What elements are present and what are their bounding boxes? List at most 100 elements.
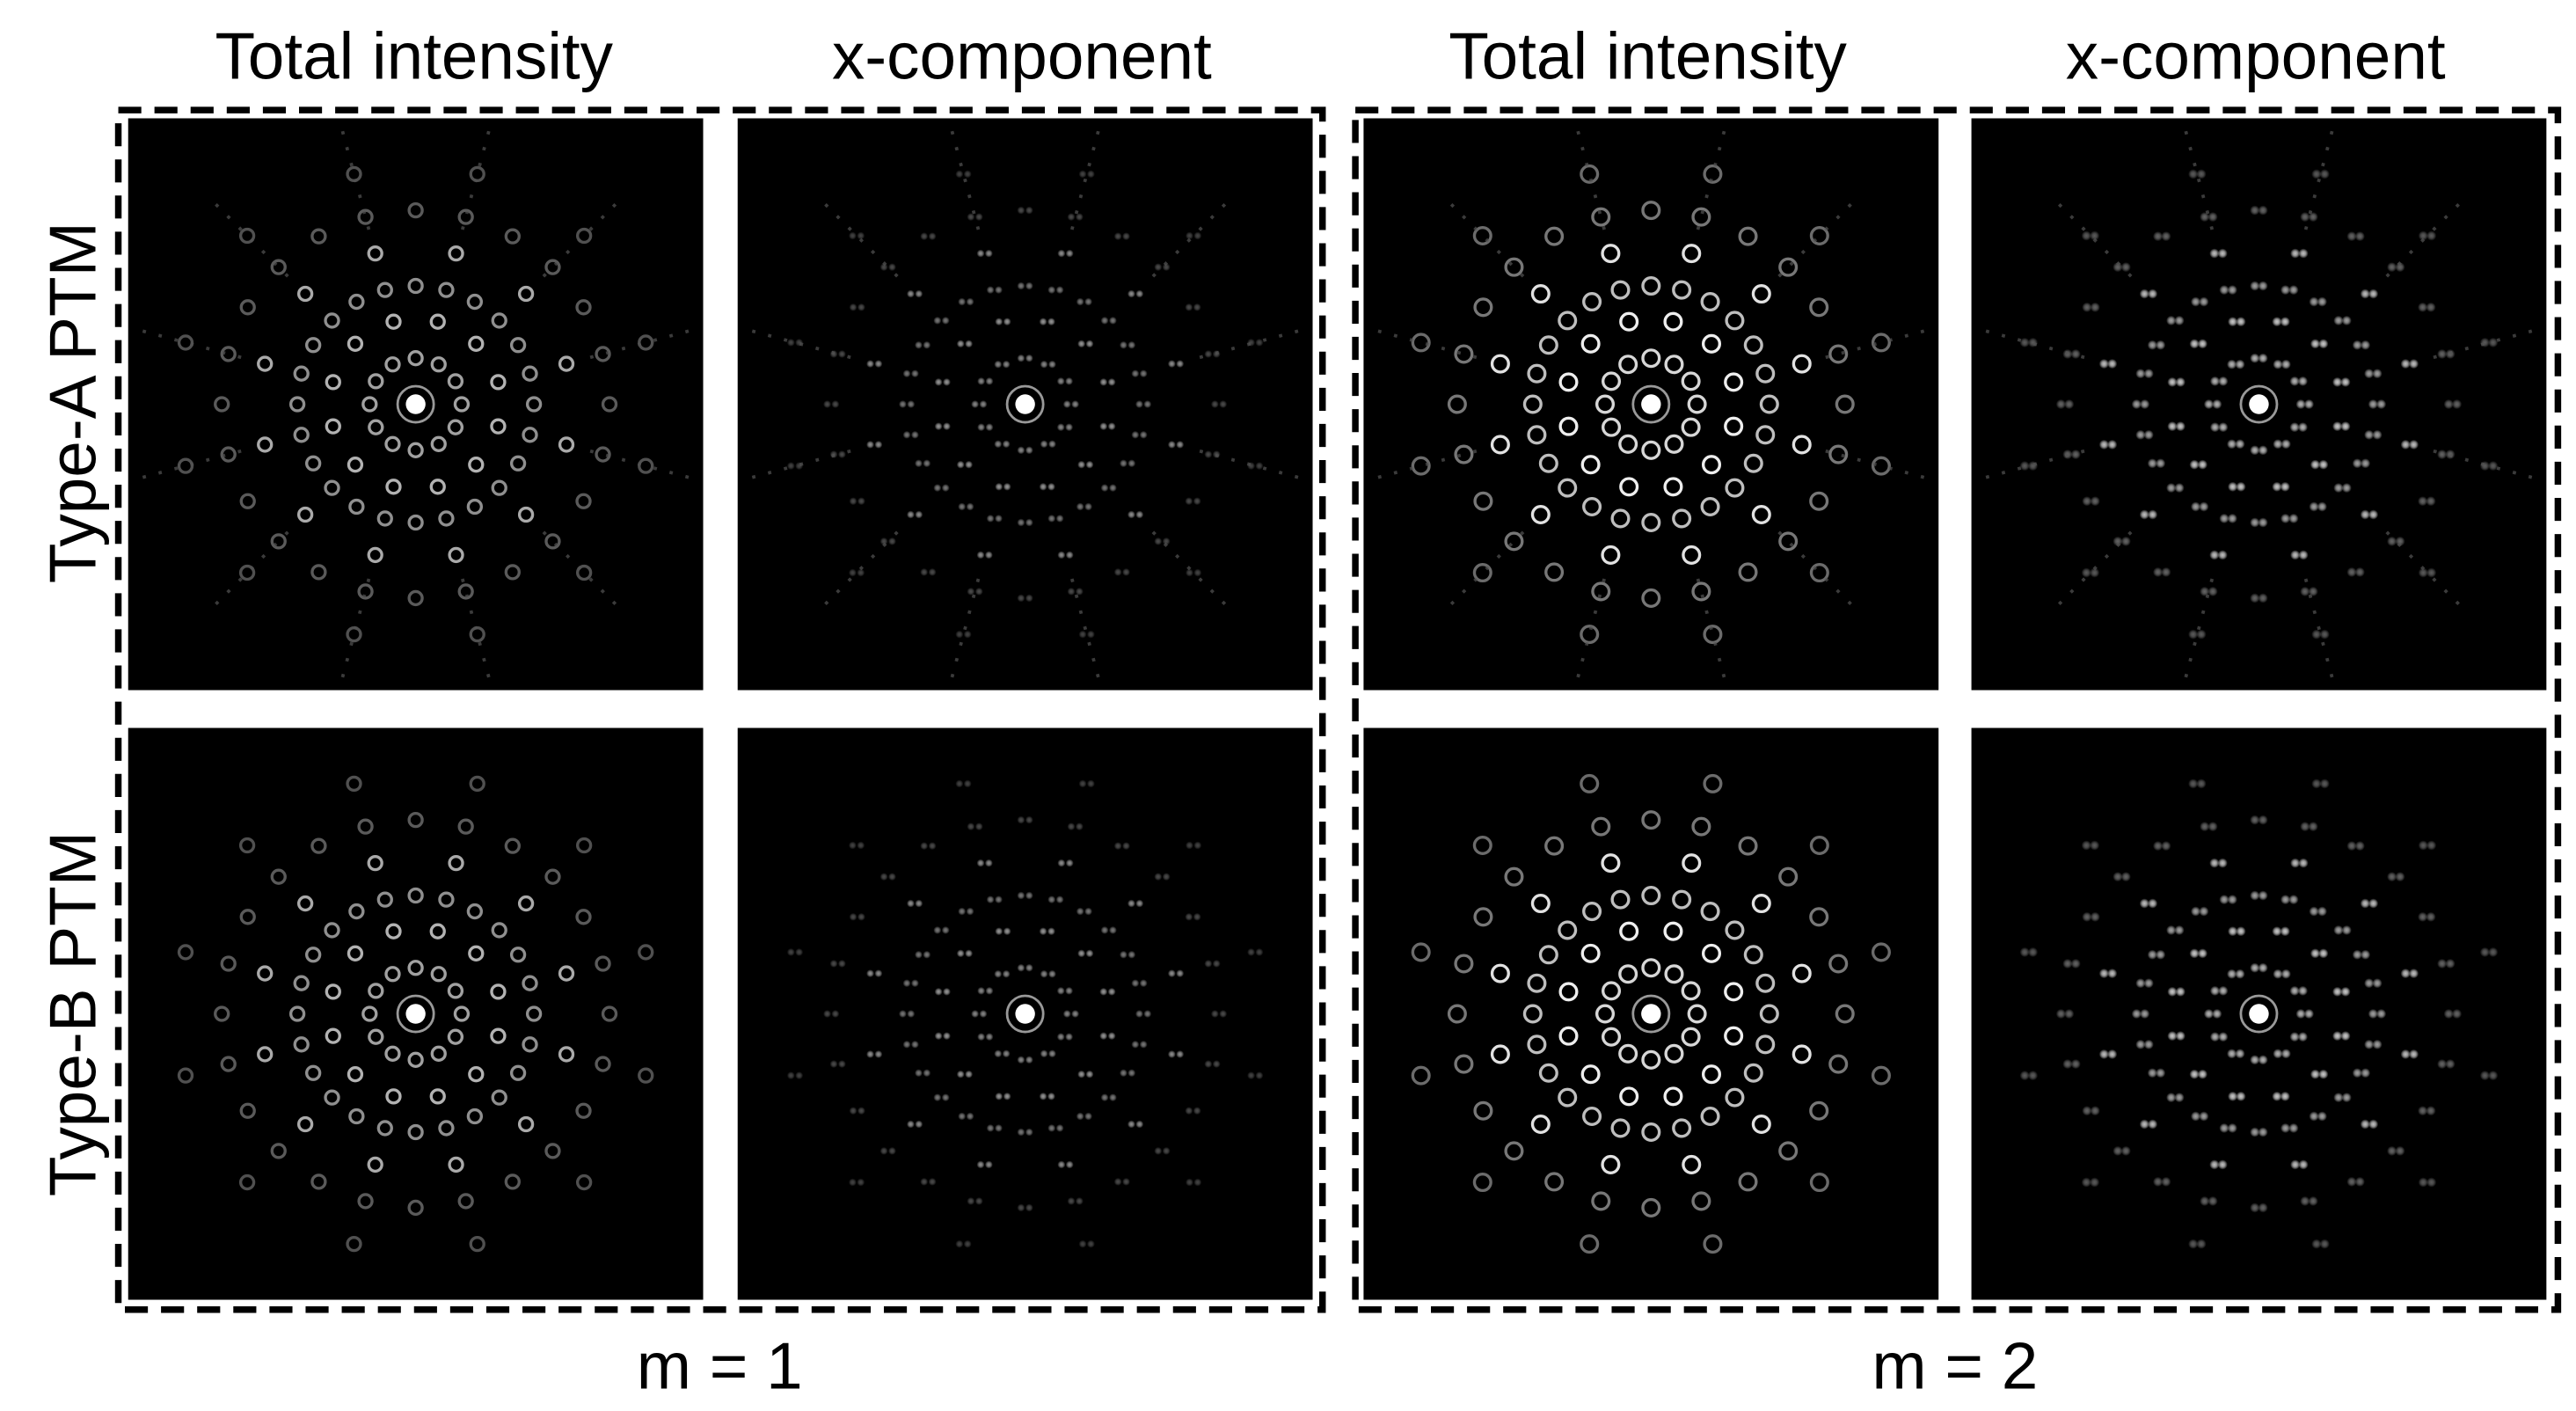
- spot: [1167, 1049, 1176, 1058]
- spot: [2258, 1203, 2268, 1213]
- spot: [2200, 822, 2210, 832]
- spot: [955, 1239, 964, 1248]
- spot: [1099, 987, 1108, 996]
- spot: [2479, 947, 2491, 958]
- spot: [2227, 1049, 2237, 1059]
- spot: [2250, 445, 2260, 456]
- spot: [1162, 263, 1171, 272]
- spot: [304, 455, 322, 472]
- spot: [1002, 440, 1011, 449]
- spot: [2319, 779, 2330, 789]
- spot: [558, 355, 575, 372]
- spot: [2188, 779, 2199, 789]
- spot: [1700, 292, 1720, 312]
- spot: [2437, 348, 2448, 360]
- spot: [2174, 315, 2185, 326]
- spot: [984, 249, 993, 258]
- spot: [2317, 1111, 2327, 1122]
- spot: [2387, 872, 2397, 882]
- spot: [2311, 629, 2322, 640]
- spot: [1700, 902, 1720, 922]
- spot: [2250, 205, 2260, 216]
- spot: [985, 986, 994, 995]
- spot: [1025, 354, 1033, 362]
- spot: [1003, 482, 1011, 491]
- spot: [979, 400, 988, 408]
- spot: [2426, 1106, 2436, 1116]
- arm: [821, 200, 899, 278]
- spot: [2387, 536, 2397, 546]
- spot: [1725, 1087, 1745, 1108]
- spot: [1100, 484, 1109, 493]
- diffraction-panel: [128, 727, 704, 1300]
- spot: [1504, 531, 1524, 552]
- spot: [2288, 285, 2299, 296]
- spot: [288, 396, 306, 413]
- spot: [923, 459, 931, 468]
- spot: [1056, 1033, 1065, 1042]
- spot: [1664, 355, 1684, 375]
- spot: [2332, 986, 2343, 997]
- spot: [1738, 836, 1758, 856]
- spot: [1122, 232, 1130, 241]
- spot: [1682, 244, 1702, 264]
- spot: [2217, 1159, 2228, 1170]
- spot: [976, 551, 985, 559]
- spot: [1113, 1177, 1122, 1186]
- spot: [2161, 231, 2171, 242]
- spot: [490, 418, 507, 435]
- spot: [429, 923, 446, 939]
- spot: [823, 1010, 832, 1019]
- spot: [966, 1112, 974, 1121]
- spot: [1530, 284, 1551, 304]
- spot: [837, 1060, 846, 1069]
- spot: [257, 965, 274, 982]
- spot: [1075, 822, 1084, 831]
- spot: [429, 1088, 446, 1105]
- spot: [1017, 963, 1025, 972]
- spot: [1558, 920, 1578, 940]
- spot: [2488, 461, 2499, 472]
- spot: [238, 227, 256, 245]
- spot: [346, 1235, 362, 1253]
- diffraction-panel: [737, 727, 1313, 1300]
- spot: [1618, 355, 1638, 375]
- spot: [469, 1235, 485, 1253]
- spot: [1522, 1004, 1543, 1024]
- spot: [1619, 1086, 1639, 1107]
- spot: [2250, 593, 2260, 603]
- spot: [1002, 969, 1011, 978]
- spot: [837, 959, 846, 968]
- spot: [407, 201, 424, 219]
- spot: [2156, 1068, 2166, 1078]
- spot: [2250, 890, 2260, 901]
- spot: [2310, 459, 2321, 470]
- spot: [1047, 440, 1056, 449]
- spot: [2488, 337, 2499, 348]
- spot: [2148, 289, 2158, 299]
- spot: [1075, 1196, 1084, 1205]
- spot: [2227, 513, 2237, 524]
- spot: [942, 377, 951, 386]
- spot: [971, 1010, 980, 1019]
- spot: [985, 377, 994, 385]
- spot: [2082, 1106, 2092, 1116]
- spot: [2120, 1145, 2131, 1156]
- spot: [2418, 496, 2428, 507]
- spot: [1113, 567, 1122, 576]
- spot: [517, 895, 535, 912]
- spot: [490, 983, 507, 1000]
- arm: [747, 449, 851, 480]
- spot: [915, 510, 923, 519]
- spot: [1055, 896, 1064, 904]
- spot: [1212, 1060, 1221, 1069]
- spot: [346, 625, 362, 643]
- spot: [177, 334, 194, 351]
- spot: [2197, 948, 2208, 959]
- spot: [963, 779, 972, 788]
- spot: [1591, 1191, 1611, 1211]
- spot: [2258, 1055, 2268, 1065]
- spot: [1047, 969, 1056, 978]
- spot: [2280, 1091, 2290, 1101]
- spot: [2227, 285, 2237, 296]
